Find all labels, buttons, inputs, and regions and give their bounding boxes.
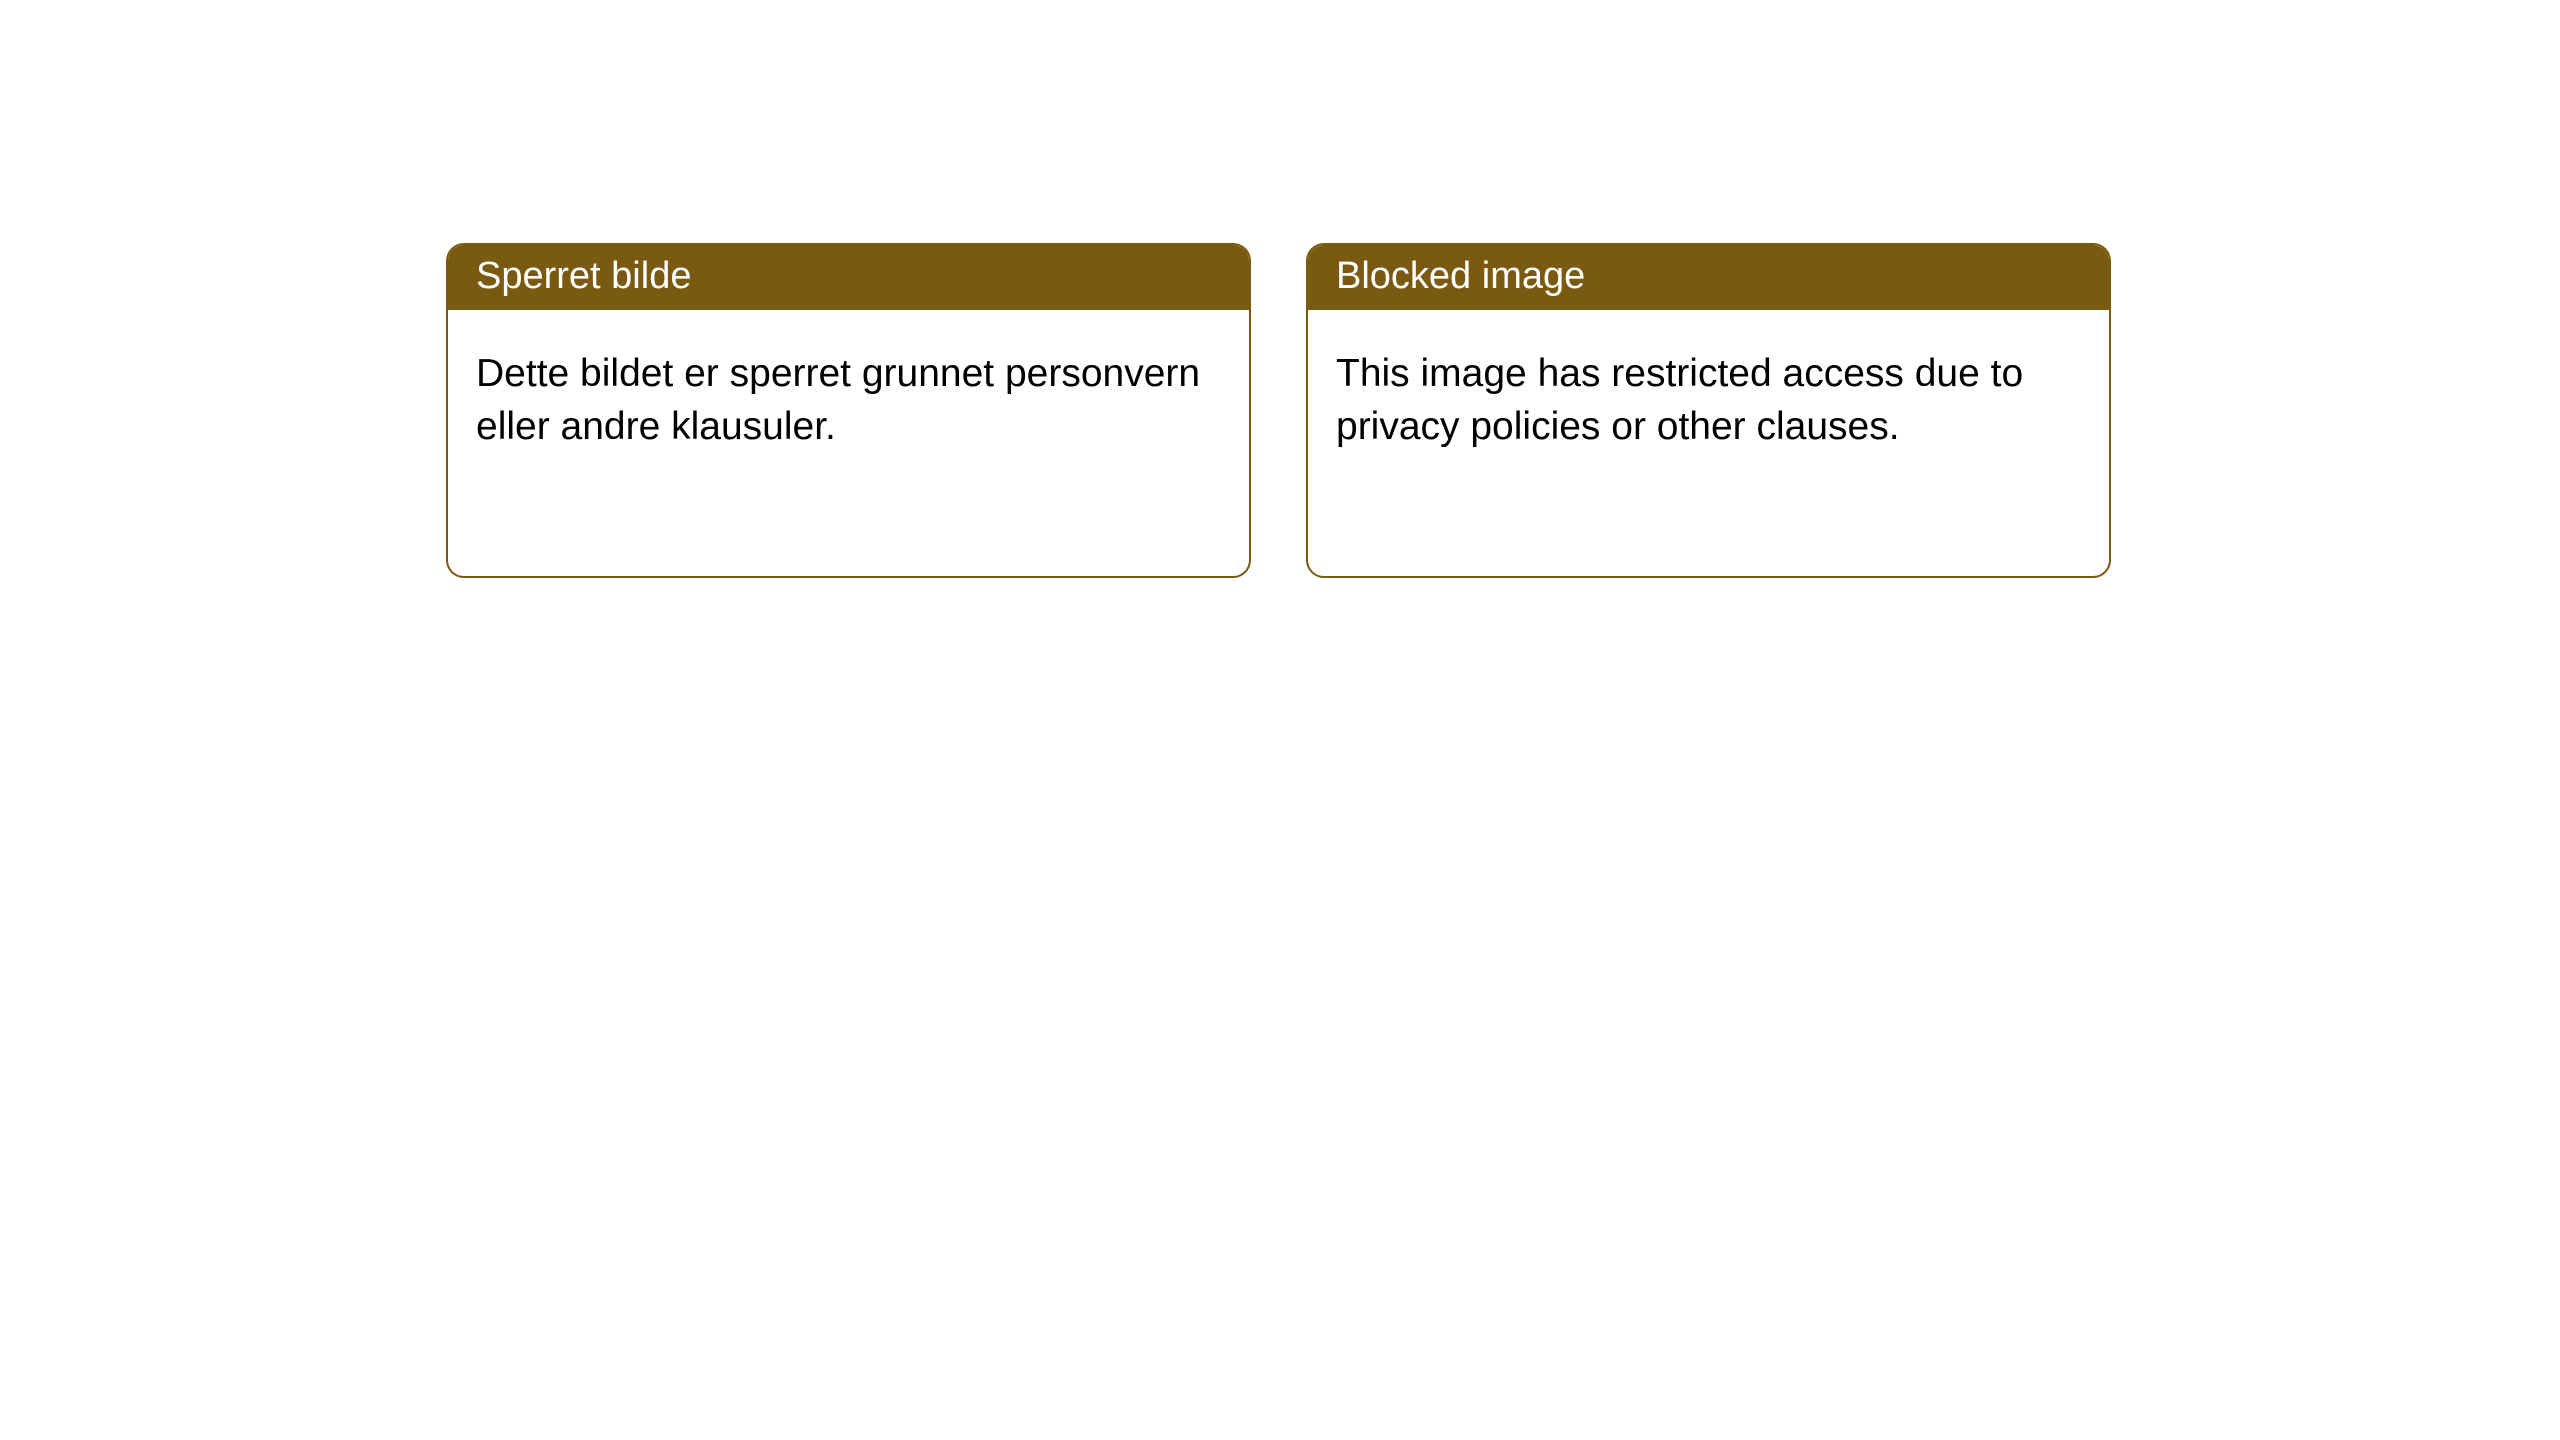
- notice-card-norwegian: Sperret bilde Dette bildet er sperret gr…: [446, 243, 1251, 578]
- notice-body: Dette bildet er sperret grunnet personve…: [448, 310, 1249, 491]
- notice-card-english: Blocked image This image has restricted …: [1306, 243, 2111, 578]
- notice-container: Sperret bilde Dette bildet er sperret gr…: [446, 243, 2111, 578]
- notice-body: This image has restricted access due to …: [1308, 310, 2109, 491]
- notice-title: Sperret bilde: [448, 245, 1249, 310]
- notice-title: Blocked image: [1308, 245, 2109, 310]
